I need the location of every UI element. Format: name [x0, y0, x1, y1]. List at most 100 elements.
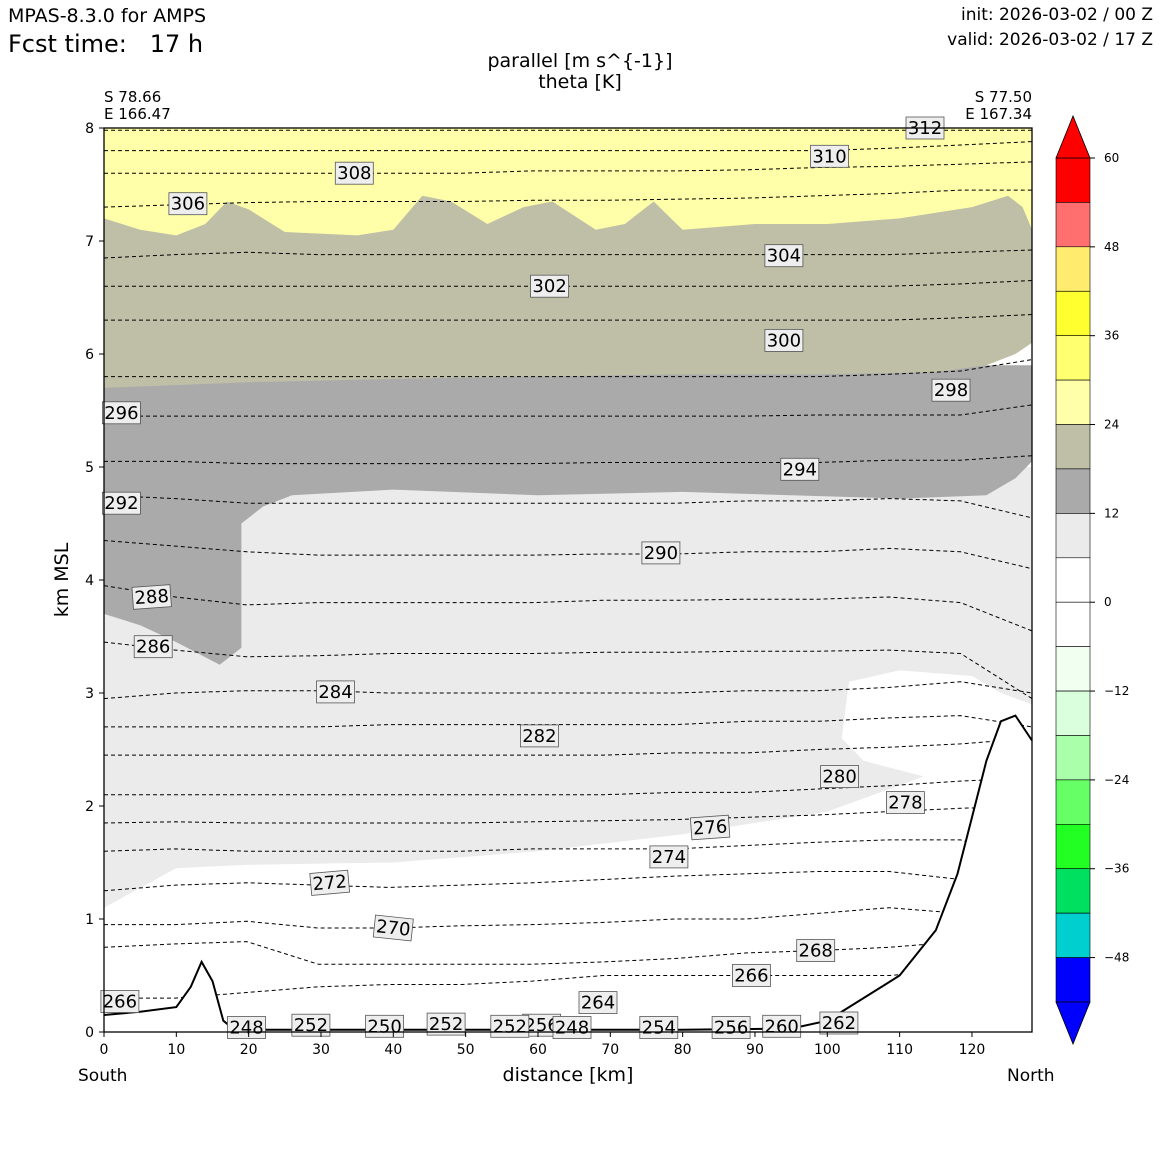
init-time: init: 2026-03-02 / 00 Z	[960, 5, 1153, 25]
theta-contour-308	[104, 161, 1033, 174]
colorbar-tick-label: 36	[1104, 329, 1119, 343]
contour-label-box	[641, 541, 681, 565]
contour-label-15: 282	[520, 724, 559, 748]
contour-label-21: 270	[372, 914, 414, 942]
contour-label-18: 276	[689, 814, 731, 841]
colorbar-tick-label: 12	[1104, 506, 1119, 520]
contour-label-box	[886, 791, 925, 814]
left-endpoint: S 78.66 E 166.47	[104, 89, 171, 123]
x-tick-label: 50	[457, 1042, 475, 1058]
contour-label-text: 278	[888, 793, 922, 814]
contour-label-text: 298	[934, 380, 968, 401]
theta-contour-276	[103, 805, 1033, 824]
contour-label-box	[810, 144, 849, 168]
x-tick-label: 20	[240, 1042, 258, 1058]
forecast-time: Fcst time: 17 h	[8, 30, 203, 58]
contour-label-36: 248	[227, 1016, 266, 1039]
contour-label-16: 280	[820, 765, 859, 788]
contour-label-box	[819, 1011, 859, 1035]
colorbar-bin-14	[1055, 779, 1091, 825]
theta-contour-280	[104, 737, 1033, 756]
terrain-fill	[104, 715, 1032, 1032]
y-tick-label: 5	[85, 460, 94, 476]
colorbar-bin-11	[1055, 646, 1091, 692]
theta-contour-278	[104, 777, 1033, 796]
colorbar-tick-label: 0	[1104, 595, 1112, 609]
colorbar-tick-label: −24	[1104, 773, 1129, 787]
right-endpoint-lat: S 77.50	[974, 88, 1032, 106]
colorbar-bin-2	[1055, 246, 1091, 292]
shaded-region-0	[104, 467, 1032, 908]
right-endpoint: S 77.50 E 167.34	[965, 89, 1032, 123]
x-tick-label: 60	[529, 1042, 547, 1058]
theta-contour-288	[103, 585, 1033, 632]
theta-contour-290	[103, 540, 1033, 570]
contour-label-text: 248	[555, 1018, 589, 1039]
contour-label-box	[649, 845, 689, 869]
contour-label-text: 252	[493, 1016, 527, 1037]
contour-label-9: 294	[780, 457, 820, 481]
contour-label-19: 274	[649, 845, 689, 869]
colorbar-tick-label: −36	[1104, 862, 1129, 876]
chart-subtitle: theta [K]	[538, 71, 622, 93]
colorbar-bin-3	[1055, 290, 1091, 336]
right-endpoint-lon: E 167.34	[965, 105, 1032, 123]
theta-contours	[103, 129, 1033, 999]
contour-label-text: 302	[532, 276, 566, 297]
colorbar-bin-6	[1055, 424, 1091, 470]
y-tick-label: 7	[85, 234, 94, 250]
contour-label-text: 266	[103, 992, 137, 1013]
y-tick-label: 0	[85, 1025, 94, 1041]
colorbar-min-extension	[1055, 1001, 1091, 1046]
contour-label-12: 288	[131, 584, 172, 610]
y-tick-label: 6	[85, 347, 94, 363]
y-tick-label: 3	[85, 686, 94, 702]
contour-label-box	[764, 244, 804, 268]
contour-label-text: 268	[799, 941, 833, 962]
contour-label-box	[552, 1016, 592, 1039]
forecast-time-label: Fcst time:	[8, 30, 127, 58]
contour-label-32: 252	[490, 1014, 530, 1038]
contour-label-box	[578, 991, 618, 1014]
contour-label-7: 298	[931, 378, 971, 402]
contour-label-26: 262	[819, 1011, 859, 1035]
colorbar-bin-7	[1055, 468, 1091, 514]
theta-contour-294	[104, 455, 1033, 465]
contour-label-14: 284	[316, 680, 355, 704]
theta-contour-304	[103, 249, 1033, 259]
theta-contour-274	[103, 839, 1033, 863]
contour-label-text: 256	[524, 1015, 558, 1036]
contour-label-text: 306	[171, 194, 205, 215]
colorbar-tick-label: 60	[1104, 151, 1119, 165]
colorbar-tick-label: 24	[1104, 418, 1119, 432]
colorbar-max-extension	[1055, 114, 1091, 159]
theta-contour-306	[103, 189, 1032, 208]
theta-contour-298	[104, 359, 1033, 378]
colorbar-bin-0	[1055, 157, 1091, 203]
contour-label-6: 300	[764, 328, 804, 352]
contour-label-13: 286	[133, 635, 173, 659]
contour-label-box	[309, 869, 351, 896]
contour-label-box	[689, 814, 731, 841]
north-label: North	[1007, 1066, 1055, 1086]
colorbar-bin-16	[1055, 868, 1091, 914]
contour-label-box	[372, 914, 414, 942]
contour-label-text: 308	[337, 163, 371, 184]
left-endpoint-lon: E 166.47	[104, 105, 171, 123]
contour-label-25: 264	[578, 991, 618, 1014]
contour-label-text: 252	[294, 1015, 328, 1036]
x-tick-label: 120	[959, 1042, 986, 1058]
colorbar-bin-15	[1055, 823, 1091, 869]
contour-label-box	[931, 378, 971, 402]
contour-label-1: 310	[810, 144, 849, 168]
colorbar-bin-1	[1055, 202, 1091, 248]
theta-contour-284	[103, 681, 1033, 700]
contour-label-box	[334, 161, 374, 185]
theta-contour-300	[104, 314, 1033, 321]
contour-label-5: 302	[530, 274, 569, 298]
theta-contour-296	[104, 404, 1033, 417]
x-tick-label: 30	[312, 1042, 330, 1058]
contour-label-22: 268	[796, 939, 836, 962]
contour-label-text: 282	[522, 726, 556, 747]
